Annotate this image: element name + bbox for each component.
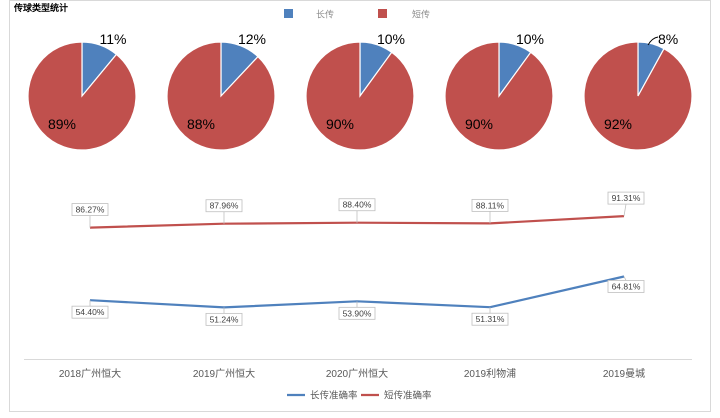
data-label-0-4: 64.81% (607, 276, 645, 293)
data-label-0-3: 51.31% (471, 307, 509, 326)
data-label-1-1: 87.96% (205, 199, 243, 224)
pie-slice-3-1 (444, 41, 554, 151)
pie-label-3-0: 10% (516, 31, 544, 47)
data-label-box-1-3 (471, 198, 509, 212)
pie-chart-0: 11% 89% (27, 31, 137, 151)
x-tick-label-3: 2019利物浦 (464, 367, 516, 380)
pie-slice-0-1 (27, 41, 137, 151)
x-tick-label-2: 2020广州恒大 (326, 367, 388, 380)
line-chart: 2018广州恒大 2019广州恒大 2020广州恒大 2019利物浦 2019曼城 54.… (24, 191, 692, 402)
data-label-text-1-0: 86.27% (76, 205, 105, 215)
x-tick-label-0: 2018广州恒大 (59, 367, 121, 380)
pie-chart-3: 10% 90% (444, 31, 554, 151)
data-label-box-0-2 (338, 306, 376, 320)
pie-label-0-1: 89% (48, 116, 76, 132)
data-label-box-0-4 (607, 280, 645, 293)
chart-title: 传球类型统计 (13, 2, 68, 13)
line-legend-label-1: 短传准确率 (384, 390, 432, 402)
data-label-box-1-4 (607, 191, 645, 205)
data-label-text-0-1: 51.24% (210, 314, 239, 324)
legend-swatch-1 (378, 9, 387, 18)
pie-label-0-0: 11% (100, 31, 127, 47)
pie-chart-2: 10% 90% (305, 31, 415, 151)
pie-label-3-1: 90% (465, 116, 493, 132)
pie-charts: 11% 89% 12% 88% 10% 90% 10% 90% 8% 92% (27, 31, 693, 151)
pie-legend: 长传 短传 (284, 9, 430, 20)
data-label-0-2: 53.90% (338, 301, 376, 320)
data-label-text-0-4: 64.81% (612, 281, 641, 291)
data-label-box-1-1 (205, 199, 243, 213)
data-label-text-1-4: 91.31% (612, 193, 641, 203)
pie-leader-line-4 (647, 36, 659, 46)
data-label-1-4: 91.31% (607, 191, 645, 217)
data-label-text-0-3: 51.31% (476, 314, 505, 324)
data-label-text-0-2: 53.90% (343, 308, 372, 318)
data-label-box-0-0 (71, 305, 109, 319)
x-tick-label-4: 2019曼城 (603, 368, 645, 380)
data-label-box-1-0 (71, 203, 109, 216)
data-label-1-2: 88.40% (338, 198, 376, 223)
pie-chart-1: 12% 88% (166, 31, 276, 151)
legend-label-0: 长传 (316, 9, 334, 20)
data-label-text-1-2: 88.40% (343, 200, 372, 210)
legend-label-1: 短传 (412, 9, 430, 20)
pie-label-1-0: 12% (238, 31, 266, 47)
pie-label-4-0: 8% (658, 31, 678, 47)
data-label-leader-0-4 (623, 276, 627, 281)
series-line-0 (89, 275, 625, 309)
data-label-1-0: 86.27% (71, 203, 109, 228)
data-label-text-1-3: 88.11% (476, 200, 505, 210)
data-label-text-0-0: 54.40% (76, 307, 105, 317)
pie-label-1-1: 88% (187, 116, 215, 132)
data-label-1-3: 88.11% (471, 198, 509, 224)
pie-slice-1-1 (166, 41, 276, 151)
pie-slice-4-1 (583, 41, 693, 151)
data-label-0-0: 54.40% (71, 300, 109, 319)
legend-swatch-0 (284, 9, 293, 18)
pie-label-2-0: 10% (377, 31, 405, 47)
data-label-box-1-2 (338, 198, 376, 212)
pie-label-2-1: 90% (326, 116, 354, 132)
line-legend-label-0: 长传准确率 (310, 390, 358, 402)
data-label-text-1-1: 87.96% (210, 201, 239, 211)
data-label-box-0-3 (471, 312, 509, 326)
data-label-leader-1-4 (623, 204, 627, 217)
x-tick-label-1: 2019广州恒大 (193, 367, 255, 380)
pie-slice-2-1 (305, 41, 415, 151)
data-label-0-1: 51.24% (205, 307, 243, 326)
pie-chart-4: 8% 92% (583, 31, 693, 151)
data-label-box-0-1 (205, 312, 243, 326)
pie-label-4-1: 92% (604, 116, 632, 132)
